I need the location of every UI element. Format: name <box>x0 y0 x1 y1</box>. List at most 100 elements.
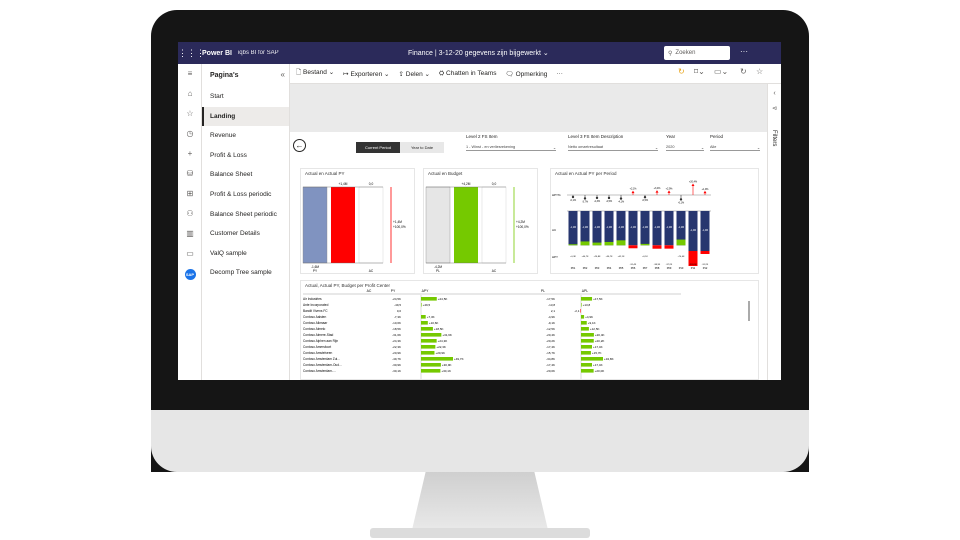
cell-py: -22,3K <box>392 345 401 349</box>
workspaces-icon[interactable]: ▭ <box>186 249 194 258</box>
delta-bar <box>676 239 686 246</box>
column-header: ΔPY <box>422 289 430 293</box>
hamburger-icon[interactable]: ≡ <box>187 69 193 78</box>
home-icon[interactable]: ⌂ <box>187 89 193 98</box>
toolbar: 🗋 Bestand ⌄ ↦ Exporteren ⌄ ⇪ Delen ⌄ ⛭ C… <box>290 64 781 84</box>
period-bar <box>676 211 686 246</box>
dpy-bar <box>421 303 422 307</box>
slicer-year[interactable]: Year 2020 ⌄ <box>666 134 704 151</box>
page-item[interactable]: Start <box>210 93 224 100</box>
page-item[interactable]: Landing <box>202 106 289 127</box>
page-item[interactable]: Balance Sheet <box>210 171 253 179</box>
cell-pl: -20,4K <box>546 333 555 337</box>
apps-icon[interactable]: ⊞ <box>186 189 194 198</box>
app-launcher-icon[interactable]: ⋮⋮⋮ <box>178 47 205 58</box>
cell-dpl: +34,8K <box>604 357 614 361</box>
cell-pl: -17,5K <box>546 297 555 301</box>
dpy-bar <box>421 363 441 367</box>
slicer-level2[interactable]: Level 2 FS Item 1 - Winst - en verliesre… <box>466 134 556 151</box>
chevron-down-icon: ⌄ <box>542 50 549 57</box>
pct-arrow <box>691 183 695 186</box>
chart-ac-py[interactable]: Actual en Actual PY -1,6M +1,4M 0,0 +1,4M +1… <box>300 168 415 274</box>
delta-bar <box>664 245 674 249</box>
row-name: Contoso Amsterdam-... <box>303 369 336 373</box>
pages-title: Pagina's <box>210 72 239 79</box>
row-name: Air Industries <box>303 297 322 301</box>
chevron-down-icon: ⌄ <box>700 146 704 150</box>
cell-py: -30,1K <box>392 369 401 373</box>
page-item[interactable]: Profit & Loss periodic <box>210 190 272 198</box>
tick-label: P04 <box>607 266 612 270</box>
share-menu[interactable]: ⇪ Delen ⌄ <box>398 70 431 78</box>
file-menu[interactable]: 🗋 Bestand ⌄ <box>296 69 335 76</box>
report-title[interactable]: Finance | 3-12-20 gegevens zijn bijgewer… <box>408 50 549 57</box>
column-header: ΔPL <box>582 289 589 293</box>
pct-dot <box>595 196 599 200</box>
chart-ac-budget[interactable]: Actual en Budget -4,2M +4,2M 0,0 +4,2M +100,… <box>423 168 538 274</box>
comment-button[interactable]: 🗨 Opmerking <box>505 70 548 78</box>
sap-logo-icon[interactable]: SAP <box>178 264 202 284</box>
delta-label: +44,7K <box>582 256 590 258</box>
page-item[interactable]: Decomp Tree sample <box>210 269 272 277</box>
recent-icon[interactable]: ◷ <box>186 129 194 138</box>
delta-label: +36,7K <box>606 256 614 258</box>
pct-label: -0,1% <box>570 199 577 202</box>
app-brand[interactable]: Power BI <box>202 49 232 57</box>
favorites-icon[interactable]: ☆ <box>186 109 194 118</box>
delta-label: +74,4K <box>678 256 686 258</box>
dpy-bar <box>421 339 437 343</box>
search-box[interactable]: ⚲ Zoeken <box>664 46 730 60</box>
teams-button[interactable]: ⛭ Chatten in Teams <box>439 69 497 77</box>
page-item[interactable]: Profit & Loss <box>210 151 247 159</box>
create-icon[interactable]: + <box>187 149 193 158</box>
bar-label: -1,2M <box>630 226 636 229</box>
back-arrow-icon[interactable]: ← <box>293 139 306 152</box>
pct-label: +3,4% <box>654 187 662 190</box>
dpl-bar <box>581 357 603 361</box>
cell-dpy: +7,3K <box>427 315 435 319</box>
data-label: 0,0 <box>369 182 374 186</box>
pct-label: -6,1% <box>678 201 685 204</box>
delta-label: +62,1K <box>618 256 626 258</box>
current-period-toggle[interactable]: Current Period <box>356 142 400 153</box>
pct-arrow <box>703 190 707 194</box>
page-item[interactable]: Customer Details <box>210 230 260 238</box>
column-header: AC <box>367 289 372 293</box>
page-item[interactable]: ValQ sample <box>210 249 247 257</box>
favorite-star-icon[interactable]: ☆ <box>756 67 764 76</box>
cell-dpl: +17,5K <box>593 297 603 301</box>
reset-icon[interactable]: ↻ <box>678 67 685 76</box>
bookmark-icon[interactable]: ⌑⌄ <box>694 67 705 76</box>
page-item[interactable]: Balance Sheet periodic <box>210 210 277 218</box>
delta-bar <box>628 245 638 249</box>
cell-py: -49,7K <box>392 357 401 361</box>
workspace-name[interactable]: iqbs BI for SAP <box>237 50 279 56</box>
column-header: PL <box>541 289 545 293</box>
export-menu[interactable]: ↦ Exporteren ⌄ <box>343 70 390 78</box>
toolbar-more-icon[interactable]: ··· <box>556 70 563 77</box>
expand-filters-icon[interactable]: ‹ <box>773 90 776 97</box>
collapse-icon[interactable]: « <box>280 70 285 79</box>
cell-dpy: +31,6K <box>442 333 452 337</box>
shared-icon[interactable]: ⚇ <box>186 209 194 218</box>
chart-period[interactable]: Actual en Actual PY per Period ΔPY% AC ΔPY… <box>550 168 759 274</box>
cell-dpy: +22,3K <box>436 345 446 349</box>
page-item[interactable]: Revenue <box>210 132 237 140</box>
slicer-period[interactable]: Period Alle ⌄ <box>710 134 760 151</box>
cell-pl: -34,8K <box>546 357 555 361</box>
filters-pane[interactable]: ‹ ⊲ Filters <box>767 84 781 380</box>
profit-center-table[interactable]: Actual, Actual PY, Budget per Profit Cen… <box>300 280 759 380</box>
search-icon: ⚲ <box>668 50 673 57</box>
delta-label: -38,3K <box>654 264 661 266</box>
tick-label: P11 <box>691 266 696 270</box>
view-icon[interactable]: ▭⌄ <box>714 67 729 76</box>
datasets-icon[interactable]: ⛁ <box>186 169 194 178</box>
refresh-icon[interactable]: ↻ <box>740 67 747 76</box>
pct-dot <box>619 197 623 200</box>
bar-label: -1,2M <box>678 226 684 229</box>
learn-icon[interactable]: ▥ <box>186 229 194 238</box>
ytd-toggle[interactable]: Year to Date <box>400 142 444 153</box>
period-bar <box>580 211 590 246</box>
more-options-icon[interactable]: ··· <box>740 47 748 56</box>
slicer-level3[interactable]: Level 3 FS Item Description Netto omzetr… <box>568 134 658 151</box>
